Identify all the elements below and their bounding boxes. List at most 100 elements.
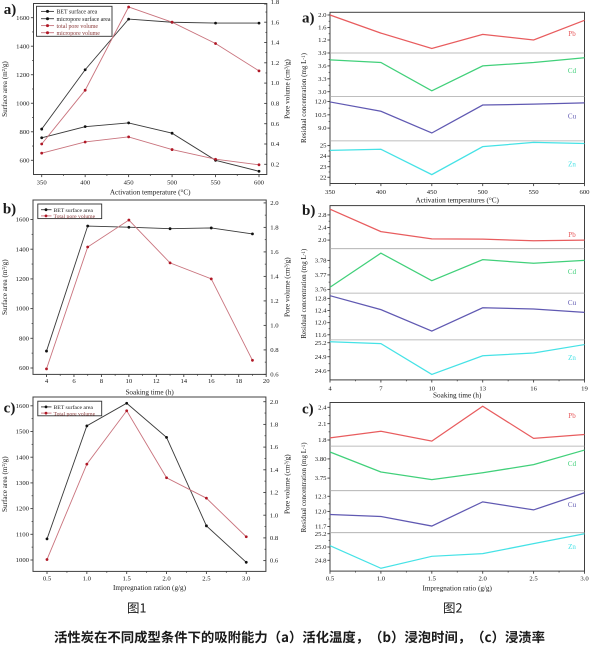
svg-text:7: 7 <box>379 386 383 393</box>
svg-text:12.0: 12.0 <box>315 320 327 327</box>
svg-text:350: 350 <box>37 179 48 186</box>
svg-text:0.6: 0.6 <box>271 121 280 128</box>
svg-text:1.6: 1.6 <box>318 25 327 32</box>
svg-text:3.0: 3.0 <box>318 89 327 96</box>
svg-text:2.0: 2.0 <box>318 237 327 244</box>
svg-text:BET surface area: BET surface area <box>57 9 98 16</box>
svg-text:Pore volume (cm³/g): Pore volume (cm³/g) <box>284 454 292 514</box>
svg-text:Residual concentration (mg L-1: Residual concentration (mg L-1) <box>300 442 308 533</box>
svg-text:3.3: 3.3 <box>318 76 327 83</box>
svg-text:Impregnation ration (g/g): Impregnation ration (g/g) <box>113 584 187 592</box>
svg-text:1.2: 1.2 <box>270 298 278 305</box>
svg-text:0.6: 0.6 <box>270 558 279 565</box>
svg-text:600: 600 <box>254 179 265 186</box>
svg-text:1200: 1200 <box>16 276 30 283</box>
svg-text:0.8: 0.8 <box>270 347 279 354</box>
svg-text:1.8: 1.8 <box>270 225 279 232</box>
svg-text:11.6: 11.6 <box>315 332 327 339</box>
svg-text:BET surface area: BET surface area <box>54 207 94 214</box>
svg-text:Residual concentration (mg L-1: Residual concentration (mg L-1) <box>300 52 308 143</box>
svg-text:1500: 1500 <box>16 429 30 436</box>
svg-text:2.0: 2.0 <box>270 399 279 406</box>
svg-text:20: 20 <box>263 378 270 385</box>
svg-text:BET surface area: BET surface area <box>54 404 94 411</box>
svg-text:Cu: Cu <box>568 501 577 509</box>
svg-text:1400: 1400 <box>16 43 30 50</box>
svg-text:Surface area (m²/g): Surface area (m²/g) <box>1 61 9 117</box>
svg-text:24.9: 24.9 <box>315 354 327 361</box>
svg-text:9.0: 9.0 <box>318 125 327 132</box>
svg-text:3.80: 3.80 <box>315 456 327 463</box>
svg-text:3.9: 3.9 <box>318 50 327 57</box>
svg-text:Pb: Pb <box>568 231 576 239</box>
svg-text:1.0: 1.0 <box>270 323 279 330</box>
svg-text:3.75: 3.75 <box>315 475 327 482</box>
svg-text:11.7: 11.7 <box>315 524 327 531</box>
svg-text:a): a) <box>4 2 17 18</box>
svg-text:6: 6 <box>72 378 76 385</box>
svg-text:500: 500 <box>167 179 178 186</box>
svg-text:14: 14 <box>180 378 187 385</box>
svg-text:16: 16 <box>208 378 215 385</box>
svg-text:550: 550 <box>210 179 221 186</box>
svg-text:400: 400 <box>80 179 91 186</box>
svg-text:3.0: 3.0 <box>580 576 589 583</box>
svg-text:1.0: 1.0 <box>377 576 386 583</box>
svg-text:2.0: 2.0 <box>318 12 327 19</box>
svg-text:1200: 1200 <box>16 72 30 79</box>
svg-text:0.2: 0.2 <box>271 161 279 168</box>
svg-text:1.8: 1.8 <box>318 437 327 444</box>
svg-text:1100: 1100 <box>16 531 30 538</box>
svg-text:1300: 1300 <box>16 480 30 487</box>
svg-text:1.8: 1.8 <box>270 422 279 429</box>
svg-text:c): c) <box>302 402 314 418</box>
svg-text:500: 500 <box>478 189 489 196</box>
svg-text:Residual concentration (mg L-1: Residual concentration (mg L-1) <box>300 248 308 339</box>
svg-text:1600: 1600 <box>16 217 30 224</box>
svg-text:0.6: 0.6 <box>270 372 279 379</box>
svg-text:Impregnation ratio (g/g): Impregnation ratio (g/g) <box>422 585 492 593</box>
svg-text:24.6: 24.6 <box>315 368 327 375</box>
svg-text:micropore volume: micropore volume <box>57 31 101 37</box>
svg-text:13: 13 <box>479 386 486 393</box>
svg-text:Surface area (m²/g): Surface area (m²/g) <box>1 259 9 315</box>
svg-text:8: 8 <box>100 378 104 385</box>
svg-text:600: 600 <box>19 157 30 164</box>
svg-text:Cd: Cd <box>568 268 577 276</box>
svg-text:1.6: 1.6 <box>270 444 279 451</box>
svg-text:Cu: Cu <box>568 299 577 307</box>
svg-text:1.5: 1.5 <box>123 576 132 583</box>
svg-text:2.5: 2.5 <box>202 576 211 583</box>
svg-text:24: 24 <box>320 153 327 160</box>
svg-text:3.6: 3.6 <box>318 63 327 70</box>
svg-text:Activation temperature (°C): Activation temperature (°C) <box>110 188 191 196</box>
svg-text:24.8: 24.8 <box>315 557 327 564</box>
svg-text:Activation temperatures (°C): Activation temperatures (°C) <box>415 196 499 204</box>
svg-text:1.4: 1.4 <box>270 274 279 281</box>
svg-text:1.0: 1.0 <box>83 576 92 583</box>
svg-text:Cu: Cu <box>568 113 577 121</box>
svg-text:1.5: 1.5 <box>428 576 437 583</box>
svg-text:Cd: Cd <box>568 67 577 75</box>
svg-text:3.0: 3.0 <box>242 576 251 583</box>
svg-text:1.4: 1.4 <box>270 467 279 474</box>
svg-text:1000: 1000 <box>16 100 30 107</box>
svg-text:16: 16 <box>530 386 537 393</box>
svg-text:4: 4 <box>45 378 49 385</box>
svg-text:450: 450 <box>427 189 438 196</box>
svg-text:2.4: 2.4 <box>318 225 327 232</box>
svg-text:0.5: 0.5 <box>43 576 52 583</box>
svg-text:350: 350 <box>325 189 336 196</box>
svg-text:25.2: 25.2 <box>315 531 327 538</box>
svg-text:1.0: 1.0 <box>271 80 280 87</box>
svg-text:1400: 1400 <box>16 246 30 253</box>
svg-text:1200: 1200 <box>16 506 30 513</box>
svg-text:a): a) <box>302 10 315 26</box>
svg-text:0.4: 0.4 <box>271 141 280 148</box>
svg-text:0.5: 0.5 <box>326 576 335 583</box>
svg-text:3.78: 3.78 <box>315 258 327 265</box>
svg-text:600: 600 <box>19 365 30 372</box>
svg-text:2.0: 2.0 <box>270 200 279 207</box>
svg-text:12.0: 12.0 <box>315 509 327 516</box>
svg-text:10.5: 10.5 <box>315 112 327 119</box>
